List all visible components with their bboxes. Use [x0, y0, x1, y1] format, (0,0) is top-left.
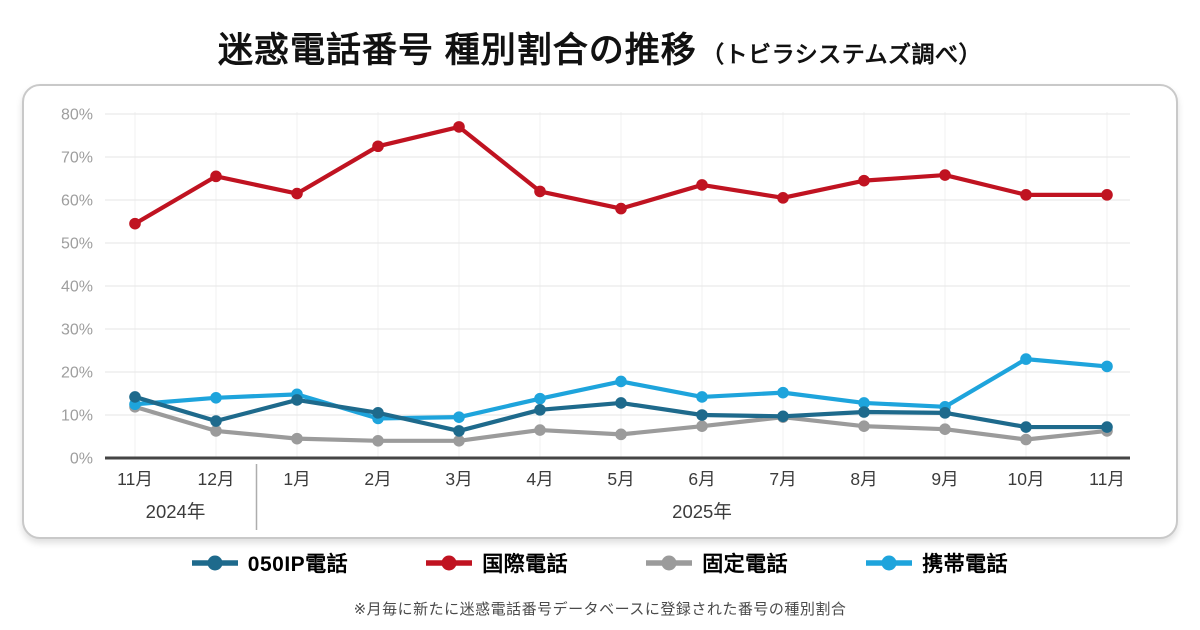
y-axis-tick-label: 40%: [61, 279, 93, 296]
series-point-国際電話: [372, 140, 384, 153]
page-title-sub: （トビラシステムズ調べ）: [701, 41, 983, 67]
series-point-固定電話: [210, 425, 222, 437]
series-point-国際電話: [1101, 189, 1113, 201]
series-point-携帯電話: [1101, 360, 1113, 373]
series-point-050IP電話: [129, 391, 141, 403]
y-axis-tick-label: 70%: [61, 150, 93, 167]
legend-label: 携帯電話: [922, 553, 1009, 576]
series-point-050IP電話: [696, 409, 708, 421]
year-label: 2024年: [146, 501, 206, 522]
legend-label: 固定電話: [702, 553, 789, 576]
x-axis-month-label: 1月: [283, 469, 310, 489]
y-axis-tick-label: 50%: [61, 236, 93, 253]
series-point-国際電話: [291, 187, 303, 200]
y-axis-tick-label: 80%: [61, 107, 93, 124]
series-point-国際電話: [534, 185, 546, 198]
series-point-固定電話: [615, 428, 627, 441]
series-point-050IP電話: [372, 407, 384, 419]
series-point-固定電話: [939, 423, 951, 435]
series-point-固定電話: [858, 420, 870, 432]
legend-item-050IP電話: 050IP電話: [191, 548, 349, 578]
x-axis-month-label: 6月: [688, 469, 715, 489]
x-axis-month-label: 8月: [850, 469, 877, 489]
line-chart: 0% 10% 20% 30% 40% 50% 60% 70% 80% 11月 12月 1月 2月 3月 4月…: [61, 107, 1130, 530]
series-point-国際電話: [858, 174, 870, 187]
series-point-国際電話: [939, 169, 951, 181]
y-axis-tick-label: 20%: [61, 365, 93, 382]
series-point-固定電話: [534, 424, 546, 436]
series-point-050IP電話: [210, 415, 222, 427]
series-point-050IP電話: [858, 406, 870, 418]
series-point-国際電話: [210, 170, 222, 183]
series-point-固定電話: [372, 435, 384, 447]
y-axis-tick-label: 30%: [61, 322, 93, 339]
series-point-国際電話: [696, 179, 708, 191]
series-point-国際電話: [1020, 189, 1032, 201]
series-point-050IP電話: [939, 407, 951, 419]
x-axis-month-label: 12月: [198, 469, 235, 489]
chart-panel: 0% 10% 20% 30% 40% 50% 60% 70% 80% 11月 12月 1月 2月 3月 4月…: [22, 84, 1178, 539]
legend-marker-icon: [191, 555, 238, 571]
series-point-携帯電話: [534, 392, 546, 405]
series-point-携帯電話: [696, 391, 708, 403]
series-point-携帯電話: [210, 392, 222, 404]
series-point-携帯電話: [777, 386, 789, 399]
legend-label: 国際電話: [482, 553, 569, 576]
y-axis-tick-label: 0%: [70, 451, 93, 468]
legend-marker-icon: [646, 555, 693, 571]
series-point-050IP電話: [1101, 421, 1113, 433]
legend-item-国際電話: 国際電話: [426, 548, 568, 578]
legend-marker-icon: [866, 555, 913, 571]
series-point-携帯電話: [1020, 353, 1032, 365]
legend-label: 050IP電話: [247, 553, 349, 576]
x-axis-month-label: 4月: [526, 469, 553, 489]
page-title: 迷惑電話番号 種別割合の推移 （トビラシステムズ調べ）: [0, 22, 1200, 73]
y-axis-tick-label: 10%: [61, 408, 93, 425]
series-point-携帯電話: [858, 397, 870, 409]
series-point-固定電話: [453, 435, 465, 447]
x-axis-month-label: 5月: [607, 469, 634, 489]
series-point-固定電話: [291, 432, 303, 445]
chart-legend: 050IP電話 国際電話 固定電話 携帯電話: [0, 548, 1200, 578]
series-point-050IP電話: [291, 394, 303, 406]
series-point-050IP電話: [777, 410, 789, 423]
series-point-050IP電話: [534, 404, 546, 416]
series-point-携帯電話: [453, 411, 465, 423]
series-point-固定電話: [1020, 433, 1032, 446]
year-label: 2025年: [672, 501, 732, 522]
x-axis-month-label: 2月: [364, 469, 391, 489]
x-axis-month-label: 11月: [1089, 469, 1125, 489]
page-title-main: 迷惑電話番号 種別割合の推移: [217, 31, 697, 70]
x-axis-month-label: 7月: [769, 469, 796, 489]
x-axis-month-label: 11月: [117, 469, 153, 489]
series-point-携帯電話: [615, 375, 627, 388]
series-point-国際電話: [615, 202, 627, 215]
series-point-050IP電話: [615, 397, 627, 409]
footnote: ※月毎に新たに迷惑電話番号データベースに登録された番号の種別割合: [353, 601, 847, 618]
legend-item-携帯電話: 携帯電話: [866, 548, 1008, 578]
y-axis-tick-label: 60%: [61, 193, 93, 210]
x-axis-month-label: 9月: [931, 469, 958, 489]
x-axis-month-label: 3月: [445, 469, 472, 489]
series-point-050IP電話: [453, 425, 465, 437]
series-point-固定電話: [696, 420, 708, 432]
legend-marker-icon: [426, 555, 473, 571]
series-point-050IP電話: [1020, 421, 1032, 433]
x-axis-month-label: 10月: [1008, 469, 1045, 489]
series-point-国際電話: [129, 217, 141, 230]
series-point-国際電話: [453, 121, 465, 133]
series-point-国際電話: [777, 192, 789, 204]
legend-item-固定電話: 固定電話: [646, 548, 788, 578]
